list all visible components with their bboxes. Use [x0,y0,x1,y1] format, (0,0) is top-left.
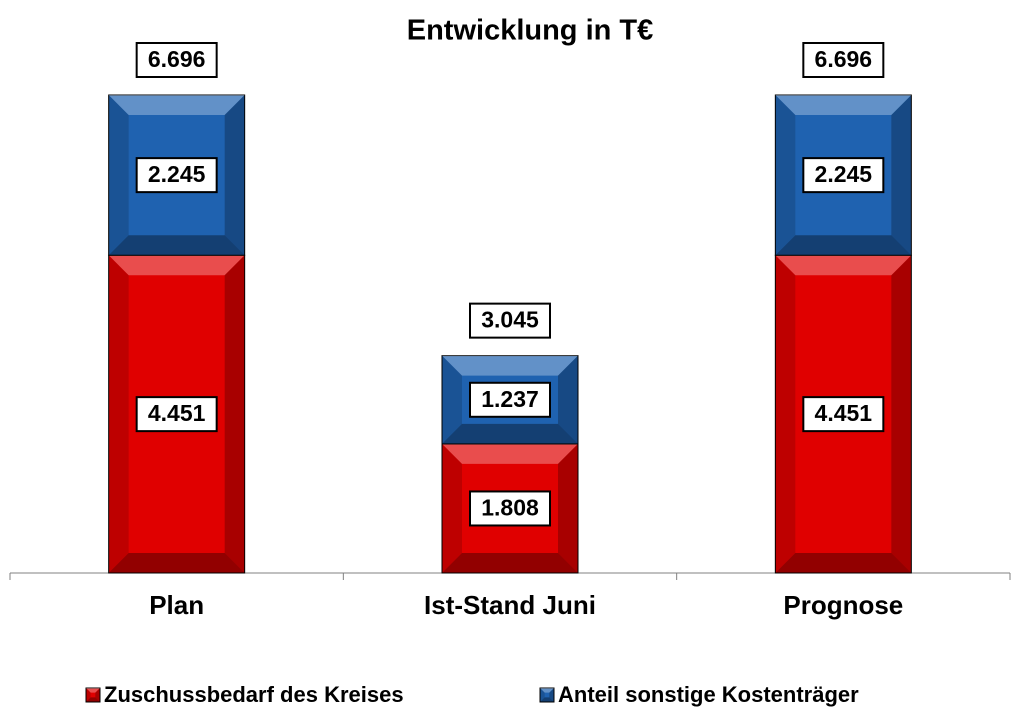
bevel-right [558,443,578,573]
bevel-left [442,355,462,444]
total-label: 6.696 [135,42,218,78]
bevel-bottom [442,423,578,444]
total-label-box [469,302,551,339]
bevel-left [108,95,129,256]
bevel-top [86,688,100,693]
bevel-right [891,95,912,256]
bevel-right [224,255,245,573]
bar-segment [441,443,579,574]
value-label-box [135,396,218,433]
total-label-text: 6.696 [148,46,206,72]
legend-swatch [85,687,101,703]
value-label-text: 2.245 [815,161,873,187]
bevel-bottom [540,697,554,702]
bevel-left [442,443,462,573]
bevel-top [442,443,578,464]
total-label: 6.696 [802,42,885,78]
bevel-bottom [442,553,578,573]
legend-item: Zuschussbedarf des Kreises [85,682,404,707]
value-label-text: 4.451 [815,400,873,426]
chart-title: Entwicklung in T€ [407,15,654,47]
bevel-bottom [86,697,100,702]
value-label: 1.808 [469,490,551,527]
bevel-right [549,688,554,702]
legend-label: Anteil sonstige Kostenträger [558,682,859,707]
x-tick-label: Ist-Stand Juni [424,590,596,620]
value-label-box [802,396,885,433]
value-label: 4.451 [135,396,218,433]
bevel-top [108,95,245,115]
x-tick-label: Prognose [783,590,903,620]
value-label-box [135,157,218,194]
total-label-text: 6.696 [815,46,873,72]
x-tick-label: Plan [149,590,204,620]
bevel-top [108,255,245,276]
value-label-box [469,490,551,527]
value-label: 2.245 [802,157,885,194]
total-label: 3.045 [469,302,551,339]
value-label: 2.245 [135,157,218,194]
value-label-text: 4.451 [148,400,206,426]
bevel-right [95,688,100,702]
value-label-text: 2.245 [148,161,206,187]
segment-base [539,687,555,703]
bevel-left [86,688,91,702]
bevel-bottom [108,553,245,573]
bevel-top [540,688,554,693]
bevel-right [891,255,912,573]
bevel-left [540,688,545,702]
bevel-top [775,95,912,115]
bevel-top [442,355,578,376]
bevel-left [775,95,796,256]
total-label-box [135,42,218,78]
bevel-bottom [108,235,245,256]
segment-base [85,687,101,703]
bevel-right [224,95,245,256]
bevel-bottom [775,235,912,256]
legend-item: Anteil sonstige Kostenträger [539,682,859,707]
bevel-left [775,255,796,573]
value-label-text: 1.237 [481,386,539,412]
bevel-top [775,255,912,276]
value-label: 4.451 [802,396,885,433]
value-label-box [469,381,551,418]
legend-label: Zuschussbedarf des Kreises [104,682,404,707]
value-label-text: 1.808 [481,495,539,521]
total-label-box [802,42,885,78]
legend-swatch [539,687,555,703]
value-label: 1.237 [469,381,551,418]
total-label-text: 3.045 [481,307,539,333]
bevel-left [108,255,129,573]
bevel-bottom [775,553,912,573]
bevel-right [558,355,578,444]
value-label-box [802,157,885,194]
